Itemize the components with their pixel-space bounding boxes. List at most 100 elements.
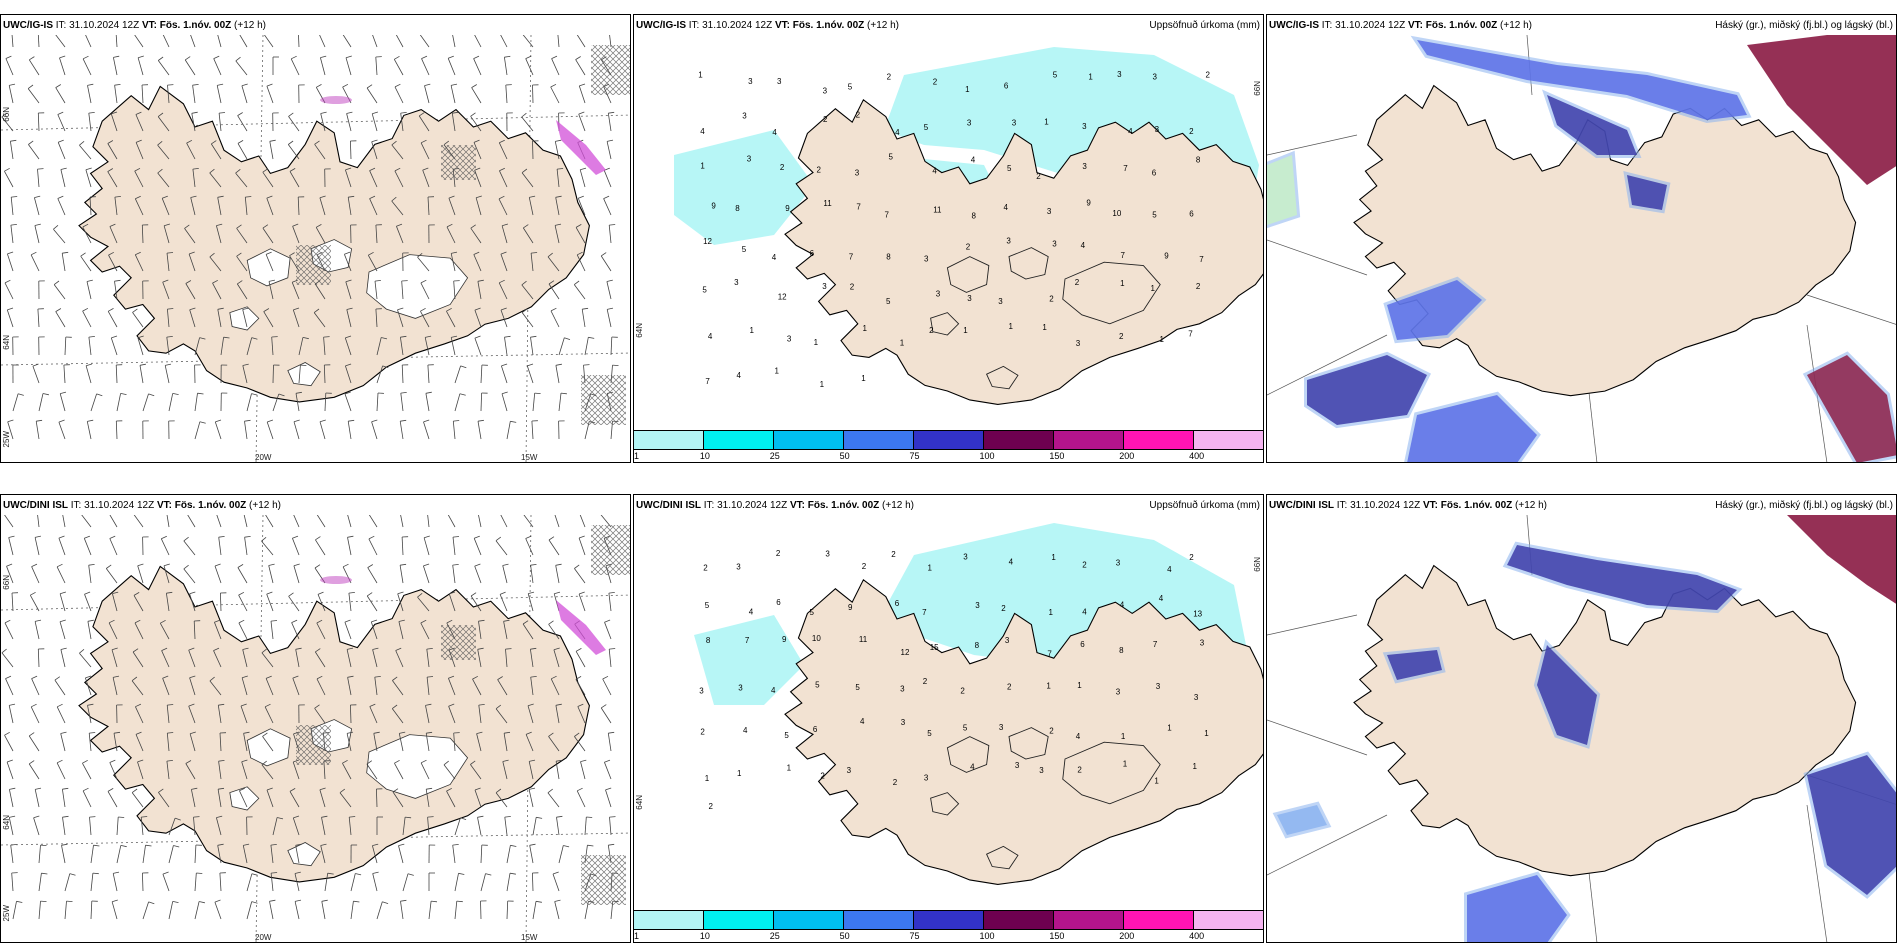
wind-barb (64, 900, 73, 920)
glacier-outline (986, 845, 1019, 870)
wind-barb (476, 731, 483, 752)
wind-barb (448, 195, 456, 216)
wind-barb (27, 84, 40, 104)
iceland-landmass (784, 98, 1263, 405)
precip-value-label: 1 (700, 162, 705, 171)
wind-barb (85, 675, 92, 696)
lon-label: 20W (255, 933, 272, 942)
precip-value-label: 2 (700, 727, 705, 736)
precip-value-label: 1 (1154, 777, 1159, 786)
precip-value-label: 2 (891, 550, 896, 559)
wind-barb (55, 35, 66, 48)
wind-barb (8, 83, 16, 104)
precip-value-label: 7 (1121, 251, 1126, 260)
wind-barb (548, 536, 560, 556)
wind-barb (505, 648, 512, 668)
precip-value-label: 4 (737, 371, 742, 380)
wind-barb (137, 563, 144, 584)
icing-hatch-area (591, 45, 630, 95)
wind-barb (574, 732, 586, 752)
wind-barb (133, 515, 144, 528)
wind-barb (187, 515, 196, 528)
wind-barb (38, 336, 45, 356)
wind-barb (454, 365, 467, 384)
wind-barb (261, 648, 274, 668)
colorbar-segment (1054, 431, 1124, 449)
wind-barb (218, 112, 226, 132)
wind-barb (82, 787, 92, 808)
wind-barb (12, 900, 23, 920)
wind-barb (556, 815, 563, 836)
wind-barb (32, 363, 40, 384)
wind-barb (425, 703, 432, 724)
wind-barb (401, 536, 409, 556)
panel-title: Háský (gr.), miðský (fj.bl.) og lágský (… (1715, 500, 1893, 511)
wind-barb (420, 307, 430, 328)
wind-barb (501, 223, 509, 244)
wind-barb (55, 308, 66, 328)
glacier-outline (930, 312, 960, 336)
wind-barb (295, 391, 302, 412)
wind-barb (157, 168, 170, 188)
wind-barb (506, 900, 514, 920)
wind-barb (269, 139, 276, 160)
wind-barb (188, 647, 196, 668)
wind-barb (427, 364, 434, 384)
precip-value-label: 2 (823, 115, 828, 124)
cloud-area (1387, 650, 1442, 680)
turbulence-area (556, 120, 606, 175)
wind-barb (532, 816, 543, 836)
wind-barb (288, 592, 300, 612)
precip-value-label: 4 (772, 253, 777, 262)
wind-barb (417, 252, 430, 272)
wind-barb (550, 83, 560, 104)
wind-barb (371, 419, 378, 440)
wind-barb (268, 563, 275, 584)
cloud-area (1547, 95, 1637, 155)
wind-barb (344, 251, 352, 272)
precip-value-label: 5 (963, 724, 968, 733)
precip-value-label: 6 (1004, 81, 1009, 90)
precip-value-label: 15 (930, 643, 939, 652)
precip-value-label: 3 (1200, 639, 1205, 648)
wind-barb (367, 251, 378, 272)
wind-barb (162, 279, 170, 300)
wind-barb (31, 675, 40, 696)
wind-barb (473, 535, 482, 556)
precip-colorbar (634, 430, 1263, 450)
wind-barb (194, 392, 204, 412)
precip-value-label: 8 (975, 641, 980, 650)
wind-barb (162, 35, 170, 48)
wind-barb (135, 111, 144, 132)
wind-barb (446, 307, 456, 328)
wind-barb (217, 307, 224, 328)
wind-barb (34, 787, 42, 808)
wind-barb (552, 871, 560, 892)
colorbar-segment (844, 431, 914, 449)
wind-barb (554, 223, 562, 244)
wind-barb (271, 336, 278, 356)
precip-value-label: 1 (1160, 335, 1165, 344)
wind-barb (454, 817, 467, 836)
lon-label: 20W (255, 453, 272, 462)
wind-barb (530, 564, 537, 584)
wind-barb (376, 365, 389, 384)
wind-barb (555, 563, 562, 584)
wind-barb (160, 535, 170, 556)
wind-barb (506, 872, 516, 892)
wind-barb (608, 224, 616, 244)
wind-barb (131, 676, 144, 696)
cloud-area (1467, 875, 1567, 942)
colorbar-segment (634, 911, 704, 929)
wind-barb (183, 536, 196, 556)
precip-value-label: 2 (933, 78, 938, 87)
precip-value-label: 12 (778, 293, 787, 302)
header-vt-label: VT: (789, 500, 805, 511)
wind-barb (427, 515, 430, 528)
wind-barb (319, 35, 326, 48)
wind-barb (500, 515, 508, 528)
wind-barb (30, 703, 40, 724)
wind-barb (480, 900, 487, 920)
wind-barb (528, 787, 536, 808)
precip-value-label: 3 (1052, 240, 1057, 249)
